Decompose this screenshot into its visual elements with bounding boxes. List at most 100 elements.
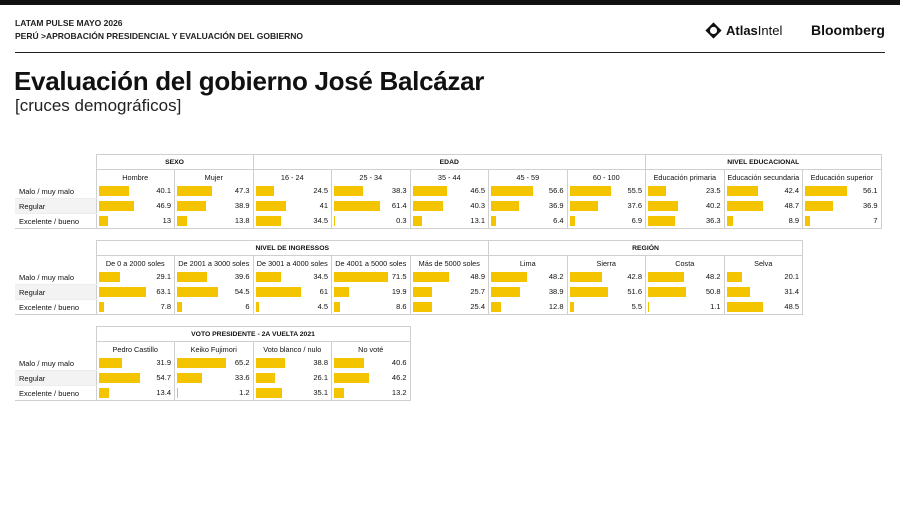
atlasintel-logo-rest: Intel [757,23,783,38]
value-label: 25.7 [470,287,485,296]
value-cell: 33.6 [174,370,254,386]
row-label: Regular [15,284,96,300]
value-bar [334,186,363,197]
value-bar [648,201,679,211]
value-bar [177,272,207,283]
column-header: Mujer [174,169,254,184]
value-cell: 50.8 [645,284,725,300]
group-header: NIVEL DE INGRESSOS [95,240,489,256]
value-bar [491,287,521,297]
row-label: Excelente / bueno [15,385,96,401]
page-title: Evaluación del gobierno José Balcázar [14,66,485,96]
value-label: 13.4 [156,387,171,397]
column-header: Más de 5000 soles [409,255,489,270]
value-bar [334,272,388,283]
column-header: 35 - 44 [409,169,490,184]
value-cell: 35.1 [252,385,332,401]
value-label: 0.3 [396,215,407,225]
atlasintel-mark-icon [705,22,722,39]
value-label: 71.5 [391,272,407,282]
value-label: 40.6 [391,358,407,368]
value-bar [648,186,666,197]
value-bar [805,201,833,211]
value-label: 42.8 [627,272,642,282]
value-bar [569,287,609,297]
value-cell: 51.6 [566,284,646,300]
value-label: 8.9 [788,215,800,225]
value-label: 6.9 [631,215,643,225]
value-cell: 47.3 [174,184,254,199]
column-header: Sierra [566,255,646,270]
value-cell: 48.2 [488,270,568,285]
value-label: 40.1 [156,186,171,196]
value-label: 25.4 [470,301,485,311]
value-cell: 24.5 [252,184,333,199]
value-bar [255,272,282,283]
crosstab-table-demographics: SEXO EDAD NIVEL EDUCACIONAL Hombre Mujer 16 -… [15,154,882,229]
value-label: 36.9 [548,201,564,210]
column-header: Selva [723,255,804,270]
value-cell: 13.1 [409,213,490,229]
value-bar [98,201,134,211]
value-bar [334,358,365,369]
value-cell: 6 [174,299,254,315]
value-bar [334,301,341,312]
value-label: 33.6 [234,373,250,382]
value-bar [255,201,287,211]
group-header: NIVEL EDUCACIONAL [645,154,882,170]
column-header: Educación primaria [645,169,725,184]
value-label: 56.6 [548,186,564,196]
value-cell: 13.2 [331,385,411,401]
page-subtitle: [cruces demográficos] [15,96,182,115]
value-bar [805,186,848,197]
value-cell: 65.2 [174,356,254,371]
column-header: 45 - 59 [488,169,568,184]
value-bar [98,186,129,197]
row-label: Excelente / bueno [15,299,96,315]
value-bar [412,201,443,211]
value-cell: 13.8 [174,213,254,229]
value-label: 54.5 [234,287,250,296]
value-label: 38.9 [234,201,250,210]
value-cell: 34.5 [252,213,333,229]
value-label: 26.1 [313,373,328,382]
value-cell: 56.6 [488,184,568,199]
value-label: 46.9 [156,201,171,210]
value-cell: 46.9 [95,198,175,214]
value-cell: 48.9 [409,270,489,285]
value-bar [177,373,203,383]
value-bar [177,387,178,398]
value-cell: 37.6 [566,198,647,214]
table-row: Malo / muy malo 40.1 47.3 24.5 38.3 46.5 56.6 5… [15,184,882,199]
value-bar [648,272,685,283]
value-cell: 48.5 [723,299,804,315]
value-label: 31.4 [784,287,800,296]
value-bar [177,215,188,226]
value-label: 23.5 [705,186,721,196]
value-bar [98,272,121,283]
value-label: 56.1 [862,186,878,196]
table-row: Malo / muy malo 31.9 65.2 38.8 40.6 [15,356,411,371]
value-bar [334,201,381,211]
column-header: 25 - 34 [331,169,411,184]
report-breadcrumb: PERÚ >APROBACIÓN PRESIDENCIAL Y EVALUACI… [15,31,304,41]
top-border [0,0,900,5]
value-label: 35.1 [313,387,328,397]
value-bar [177,287,218,297]
value-bar [98,358,123,369]
value-label: 40.3 [470,201,486,210]
value-cell: 4.5 [252,299,332,315]
value-label: 7.8 [160,301,171,311]
group-header: REGIÓN [487,240,804,256]
value-cell: 1.1 [645,299,725,315]
value-label: 29.1 [156,272,171,282]
value-bar [491,301,501,312]
row-label: Regular [15,198,96,214]
value-label: 7 [873,215,878,225]
value-label: 34.5 [313,215,329,225]
value-bar [334,373,369,383]
column-header: Voto blanco / nulo [252,341,332,356]
value-cell: 25.7 [409,284,489,300]
value-bar [805,215,811,226]
value-bar [569,201,598,211]
